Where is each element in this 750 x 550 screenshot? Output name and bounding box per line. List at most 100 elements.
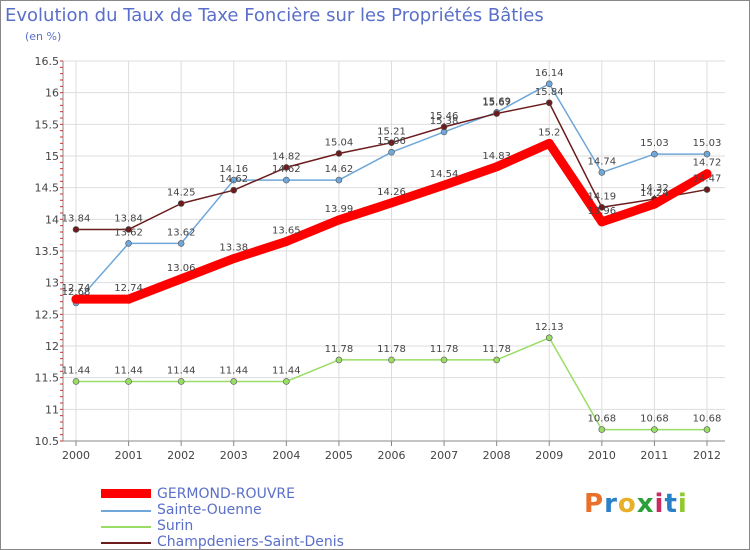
data-point: [387, 198, 396, 208]
data-label: 11.44: [167, 365, 196, 376]
data-label: 14.47: [693, 174, 722, 185]
data-point: [649, 199, 659, 209]
y-tick-label: 13: [45, 277, 59, 290]
data-point: [124, 294, 134, 304]
data-label: 13.06: [167, 263, 196, 274]
x-tick-label: 2003: [220, 449, 248, 462]
data-label: 14.24: [640, 188, 669, 199]
legend-swatch-sainte-ouenne: [101, 510, 151, 512]
data-label: 14.25: [167, 188, 196, 199]
data-point: [598, 426, 606, 433]
data-label: 11.78: [325, 344, 354, 355]
logo-letter: i: [677, 489, 688, 519]
x-tick-label: 2005: [325, 449, 353, 462]
data-point: [229, 254, 239, 264]
y-tick-label: 11: [45, 403, 59, 416]
y-tick-label: 13.5: [35, 245, 60, 258]
logo-letter: o: [617, 489, 637, 519]
data-label: 14.62: [325, 164, 354, 175]
data-label: 13.62: [114, 227, 143, 238]
legend-item: Sainte-Ouenne: [101, 502, 401, 518]
data-point: [703, 150, 711, 158]
logo-letter: t: [664, 489, 678, 519]
y-tick-label: 16: [45, 87, 59, 100]
data-label: 14.54: [430, 169, 459, 180]
data-point: [439, 180, 449, 190]
data-label: 12.13: [535, 322, 564, 333]
data-point: [125, 226, 132, 233]
data-label: 10.68: [693, 414, 722, 425]
data-label: 10.68: [640, 414, 669, 425]
data-label: 11.78: [377, 344, 406, 355]
data-point: [281, 237, 291, 246]
data-point: [703, 426, 711, 433]
data-point: [283, 378, 290, 385]
data-point: [283, 164, 290, 171]
data-label: 14.26: [377, 187, 406, 198]
x-tick-label: 2008: [483, 449, 511, 462]
data-label: 13.99: [325, 204, 354, 215]
x-tick-label: 2000: [62, 449, 90, 462]
data-label: 15.21: [377, 127, 406, 138]
data-point: [545, 80, 553, 88]
data-label: 14.72: [693, 158, 722, 169]
data-point: [545, 334, 553, 342]
data-point: [230, 176, 238, 184]
data-label: 11.44: [114, 365, 143, 376]
data-label: 14.16: [219, 164, 248, 175]
x-tick-label: 2012: [693, 449, 721, 462]
data-label: 14.32: [640, 183, 669, 194]
data-label: 15.03: [693, 138, 722, 149]
data-point: [440, 123, 448, 131]
data-label: 10.68: [588, 414, 617, 425]
data-label: 13.65: [272, 226, 301, 237]
data-label: 13.84: [62, 213, 91, 224]
data-point: [72, 378, 80, 385]
data-label: 11.44: [62, 365, 91, 376]
data-point: [598, 169, 606, 176]
data-point: [177, 200, 185, 207]
data-label: 14.82: [272, 151, 301, 162]
data-point: [440, 356, 448, 364]
x-tick-label: 2004: [272, 449, 300, 462]
legend-label: Champdeniers-Saint-Denis: [157, 534, 344, 550]
legend-item: Champdeniers-Saint-Denis: [101, 534, 401, 550]
y-tick-label: 12.5: [35, 308, 60, 321]
data-point: [230, 186, 238, 194]
data-point: [545, 99, 553, 107]
data-label: 11.78: [430, 344, 459, 355]
logo-letter: x: [636, 489, 655, 519]
x-tick-label: 2006: [378, 449, 406, 462]
logo-letter: r: [604, 489, 618, 519]
data-point: [388, 148, 395, 156]
data-label: 13.96: [588, 206, 617, 217]
data-label: 11.44: [272, 365, 301, 376]
legend-swatch-surin: [101, 526, 151, 528]
data-point: [388, 139, 395, 146]
logo-letter: i: [654, 489, 665, 519]
data-point: [283, 176, 290, 184]
data-point: [651, 150, 658, 158]
x-tick-label: 2009: [535, 449, 563, 462]
data-label: 15.04: [325, 137, 354, 148]
data-label: 15.67: [482, 98, 511, 109]
data-point: [125, 240, 132, 247]
data-label: 15.2: [538, 127, 560, 138]
data-label: 15.69: [482, 96, 511, 107]
y-tick-label: 12: [45, 340, 59, 353]
data-point: [388, 356, 395, 364]
data-point: [335, 176, 343, 184]
data-label: 11.44: [219, 365, 248, 376]
data-point: [177, 240, 185, 247]
data-label: 15.38: [430, 116, 459, 127]
y-tick-label: 16.5: [35, 55, 60, 68]
data-point: [598, 204, 606, 211]
data-point: [544, 138, 554, 148]
data-label: 13.38: [219, 243, 248, 254]
data-point: [230, 378, 238, 385]
data-point: [71, 294, 81, 304]
data-label: 12.74: [114, 283, 143, 294]
unit-label: (en %): [25, 30, 62, 43]
